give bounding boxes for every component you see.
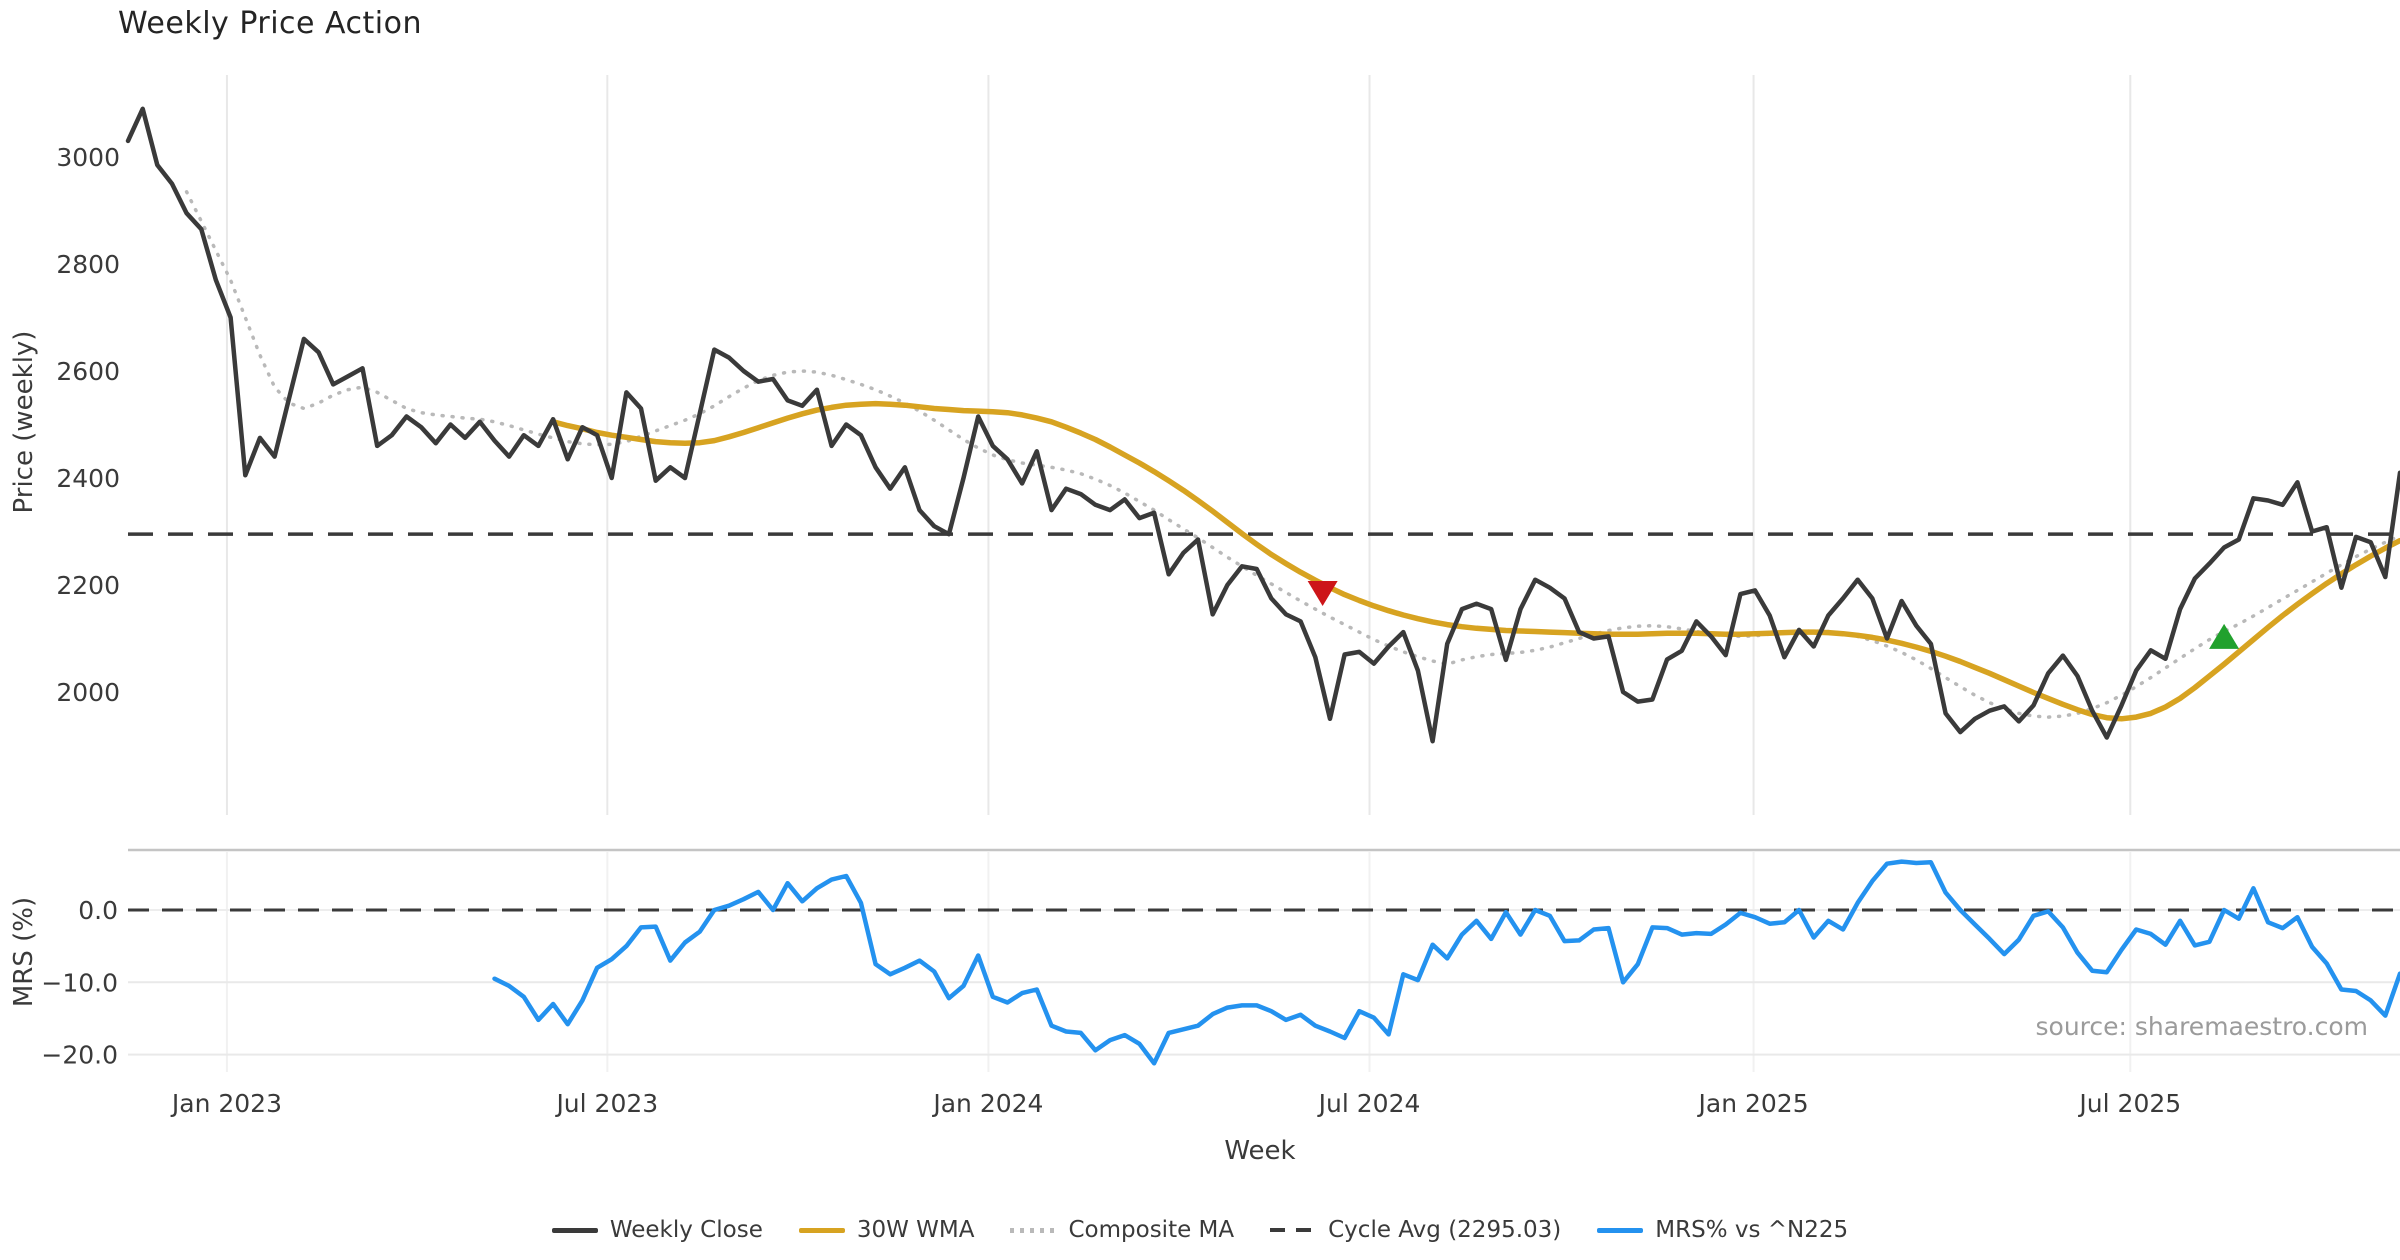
legend-swatch-icon	[1010, 1227, 1057, 1233]
legend-item-30w-wma: 30W WMA	[798, 1217, 975, 1243]
x-axis-label: Week	[1224, 1136, 1296, 1166]
legend-item-mrs-vs-n225: MRS% vs ^N225	[1597, 1217, 1848, 1243]
legend-item-composite-ma: Composite MA	[1010, 1217, 1234, 1243]
legend-swatch-icon	[551, 1227, 598, 1233]
series-mrs-vs-n225	[492, 859, 2400, 1066]
mrs-tick-label: 0.0	[78, 896, 118, 925]
x-tick-label: Jan 2024	[931, 1089, 1043, 1118]
price-tick-label: 2600	[56, 357, 120, 386]
mrs-tick-label: −10.0	[41, 968, 118, 997]
legend-label: Weekly Close	[609, 1217, 763, 1243]
price-tick-label: 3000	[56, 143, 120, 172]
price-axis-label: Price (weekly)	[9, 330, 39, 514]
price-tick-label: 2000	[56, 678, 120, 707]
series-30w-wma	[550, 400, 2400, 722]
legend-label: 30W WMA	[856, 1217, 975, 1243]
x-tick-label: Jan 2025	[1697, 1089, 1809, 1118]
x-tick-label: Jul 2025	[2077, 1089, 2181, 1118]
legend-label: Cycle Avg (2295.03)	[1328, 1217, 1562, 1243]
x-tick-label: Jul 2024	[1317, 1089, 1421, 1118]
source-watermark: source: sharemaestro.com	[2035, 1012, 2369, 1041]
price-tick-label: 2800	[56, 250, 120, 279]
mrs-axis-label: MRS (%)	[9, 896, 39, 1008]
legend-item-cycle-avg-2295-03-: Cycle Avg (2295.03)	[1270, 1217, 1561, 1243]
series-weekly-close	[125, 106, 2400, 744]
x-tick-label: Jul 2023	[554, 1089, 658, 1118]
legend-label: MRS% vs ^N225	[1655, 1217, 1849, 1243]
legend-swatch-icon	[798, 1227, 845, 1233]
sell-marker-icon	[1307, 581, 1338, 607]
legend-swatch-icon	[1270, 1228, 1317, 1232]
mrs-tick-label: −20.0	[41, 1041, 118, 1070]
legend: Weekly Close 30W WMA Composite MA Cycle Avg…	[0, 1208, 2400, 1252]
legend-label: Composite MA	[1068, 1217, 1235, 1243]
x-tick-label: Jan 2023	[170, 1089, 282, 1118]
chart-title: Weekly Price Action	[118, 6, 422, 41]
legend-swatch-icon	[1597, 1227, 1644, 1233]
price-tick-label: 2200	[56, 571, 120, 600]
buy-marker-icon	[2209, 623, 2240, 649]
legend-item-weekly-close: Weekly Close	[551, 1217, 763, 1243]
series-composite-ma	[184, 190, 2400, 719]
price-tick-label: 2400	[56, 464, 120, 493]
